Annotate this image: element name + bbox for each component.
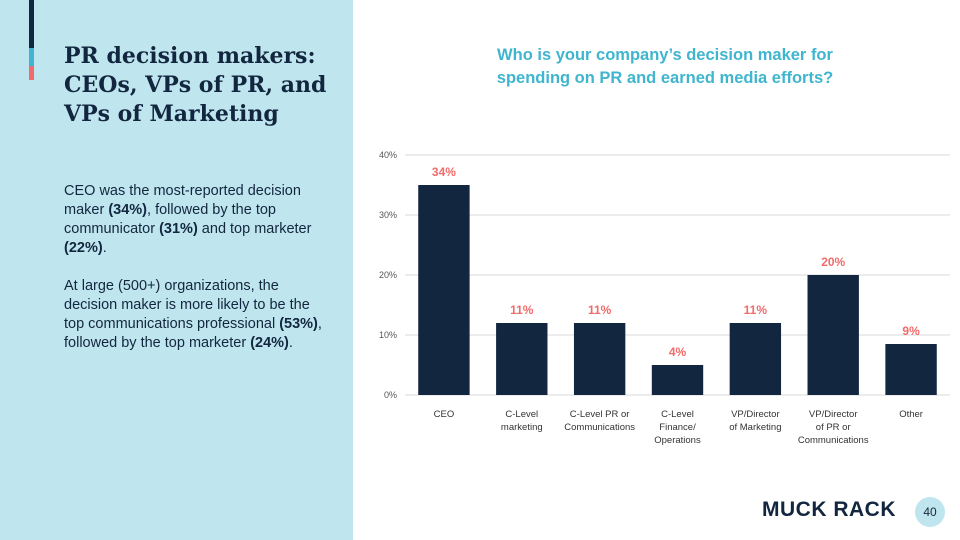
y-tick-label: 0% <box>384 390 397 400</box>
x-tick-label-line: Communications <box>564 422 635 433</box>
x-tick-label-line: C-Level <box>661 409 694 420</box>
x-tick-label-line: of Marketing <box>729 422 781 433</box>
bar <box>729 323 782 395</box>
x-tick-label-line: marketing <box>501 422 543 433</box>
text-run: . <box>288 335 293 351</box>
x-tick-label-line: C-Level PR or <box>570 409 630 420</box>
data-label: 4% <box>669 345 687 359</box>
left-panel: PR decision makers: CEOs, VPs of PR, and… <box>0 0 353 540</box>
headline: PR decision makers: CEOs, VPs of PR, and… <box>64 42 344 129</box>
x-tick-label-line: VP/Director <box>809 409 858 420</box>
accent-bar-coral <box>29 66 34 80</box>
summary-paragraph: CEO was the most-reported decision maker… <box>64 182 324 258</box>
text-run: . <box>102 240 107 256</box>
x-tick-label-line: Finance/ <box>659 422 696 433</box>
chart-title-line: spending on PR and earned media efforts? <box>496 69 834 87</box>
stat-bold: (34%) <box>108 202 148 218</box>
data-label: 11% <box>510 303 534 317</box>
headline-line: PR decision makers: <box>64 43 316 69</box>
stat-bold: (53%) <box>279 316 318 332</box>
y-tick-label: 30% <box>379 210 397 220</box>
page-number-badge: 40 <box>915 497 945 527</box>
bar-chart: 0% 10% 20% 30% 40% 34% CEO 11% C-Level marketing 1… <box>379 150 950 446</box>
x-tick-label: C-Level Finance/Operations <box>654 409 701 446</box>
x-tick-label-line: C-Level <box>505 409 538 420</box>
x-tick-label-line: Operations <box>654 435 701 446</box>
x-tick-label-line: Other <box>899 409 923 420</box>
stat-bold: (24%) <box>250 335 289 351</box>
bar <box>573 323 626 395</box>
x-tick-label-line: Communications <box>798 435 869 446</box>
chart-title: Who is your company’s decision maker for… <box>440 44 890 90</box>
accent-bar-navy <box>29 0 34 48</box>
x-tick-label-line: CEO <box>434 409 455 420</box>
data-label: 34% <box>432 165 456 179</box>
bar <box>496 323 548 395</box>
bar <box>885 344 937 395</box>
data-label: 9% <box>902 324 920 338</box>
x-tick-label: CEO <box>434 409 455 420</box>
chart-title-line: Who is your company’s decision maker for <box>497 46 833 64</box>
text-run: , followed by the top marketer <box>64 316 322 351</box>
x-tick-label-line: VP/Director <box>731 409 780 420</box>
x-tick-label-line: of PR or <box>816 422 851 433</box>
y-tick-label: 10% <box>379 330 397 340</box>
accent-bar-cyan <box>29 48 34 66</box>
x-tick-label: C-Level PR or Communications <box>564 409 635 433</box>
text-run: , followed by the top communicator <box>64 202 276 237</box>
headline-line: VPs of Marketing <box>64 101 279 127</box>
text-run: CEO was the most-reported decision maker <box>64 183 301 218</box>
y-tick-label: 40% <box>379 150 397 160</box>
x-tick-label: Other <box>899 409 923 420</box>
text-run: At large (500+) organizations, the decis… <box>64 278 310 332</box>
data-label: 11% <box>588 303 612 317</box>
x-tick-label: VP/Director of PR or Communications <box>798 409 869 446</box>
text-run: and top marketer <box>197 221 312 237</box>
x-tick-label: VP/Director of Marketing <box>729 409 781 433</box>
stat-bold: (22%) <box>64 240 103 256</box>
y-tick-label: 20% <box>379 270 397 280</box>
bar <box>418 185 470 395</box>
stat-bold: (31%) <box>159 221 198 237</box>
bar <box>807 275 859 395</box>
data-label: 11% <box>744 303 768 317</box>
bar <box>651 365 704 395</box>
data-label: 20% <box>821 255 845 269</box>
headline-line: CEOs, VPs of PR, and <box>64 72 327 98</box>
detail-paragraph: At large (500+) organizations, the decis… <box>64 277 324 353</box>
brand-logo: MUCK RACK <box>762 498 896 521</box>
x-tick-label: C-Level marketing <box>501 409 543 433</box>
